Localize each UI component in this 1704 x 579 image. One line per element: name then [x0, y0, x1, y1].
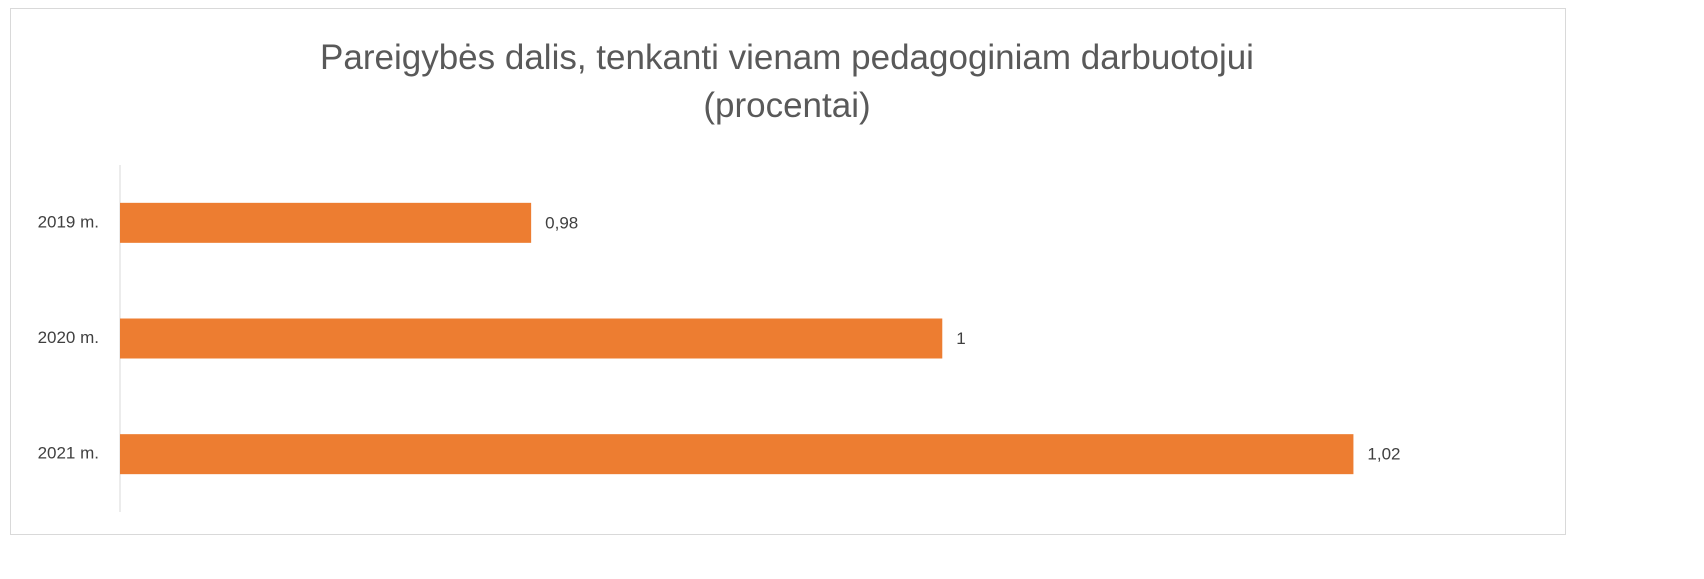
- y-tick-label: 2020 m.: [38, 328, 99, 347]
- chart-title: Pareigybės dalis, tenkanti vienam pedago…: [320, 38, 1254, 125]
- data-label: 0,98: [545, 213, 578, 232]
- data-label: 1: [956, 329, 965, 348]
- chart-border: [10, 8, 1566, 535]
- y-tick-label: 2019 m.: [38, 212, 99, 231]
- bar: [120, 434, 1354, 475]
- y-tick-label: 2021 m.: [38, 444, 99, 463]
- bar: [120, 202, 532, 243]
- data-label: 1,02: [1367, 445, 1400, 464]
- bar: [120, 318, 943, 359]
